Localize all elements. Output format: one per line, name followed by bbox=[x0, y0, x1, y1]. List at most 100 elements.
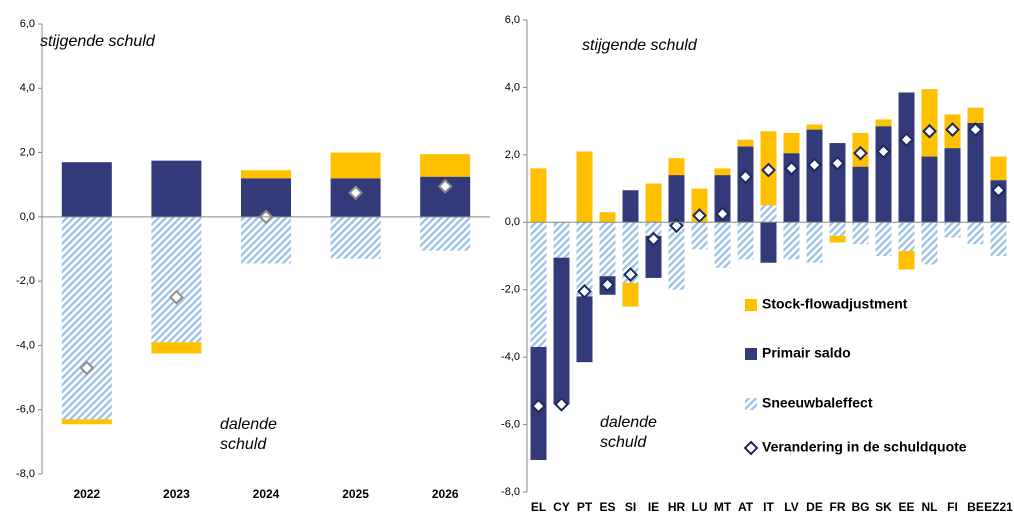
bar-segment bbox=[944, 148, 961, 223]
x-tick-label: IE bbox=[648, 500, 659, 514]
bar-segment bbox=[691, 222, 708, 250]
bar-segment bbox=[737, 139, 754, 147]
bar-segment bbox=[898, 222, 915, 251]
x-tick-label: SK bbox=[875, 500, 892, 514]
y-tick-label: 6,0 bbox=[505, 14, 520, 26]
legend-label: Stock-flowadjustment bbox=[762, 296, 908, 312]
diamond-marker bbox=[738, 169, 753, 185]
bar-segment bbox=[622, 190, 639, 223]
y-tick-label: -8,0 bbox=[16, 468, 35, 480]
diamond-marker bbox=[692, 208, 707, 223]
y-tick-label: -6,0 bbox=[16, 404, 35, 416]
bar-segment bbox=[599, 222, 616, 277]
bar-segment bbox=[875, 222, 892, 256]
diamond-marker bbox=[807, 157, 822, 173]
diamond-marker bbox=[437, 178, 453, 194]
bar-segment bbox=[61, 162, 112, 217]
bar-segment bbox=[622, 282, 639, 307]
x-tick-label: AT bbox=[738, 500, 754, 514]
y-tick-label: -4,0 bbox=[501, 351, 520, 363]
annotation: schuld bbox=[220, 436, 267, 453]
bar-segment bbox=[898, 250, 915, 270]
diamond-marker bbox=[968, 122, 983, 137]
x-tick-label: PT bbox=[577, 500, 593, 514]
y-tick-label: 0,0 bbox=[20, 211, 35, 223]
x-tick-label: LU bbox=[692, 500, 708, 514]
bar-segment bbox=[645, 183, 662, 223]
annotation: stijgende schuld bbox=[40, 33, 156, 50]
y-tick-label: 2,0 bbox=[505, 149, 520, 161]
diamond-marker bbox=[168, 289, 184, 305]
diamond-marker bbox=[830, 155, 845, 171]
bar-segment bbox=[806, 222, 823, 263]
legend-swatch bbox=[745, 299, 757, 311]
x-tick-label: BG bbox=[852, 500, 870, 514]
diamond-marker bbox=[577, 283, 592, 299]
bar-segment bbox=[921, 89, 938, 157]
y-tick-label: -2,0 bbox=[501, 284, 520, 296]
bar-segment bbox=[714, 222, 731, 268]
bar-segment bbox=[852, 166, 869, 223]
bar-segment bbox=[967, 107, 984, 123]
diamond-marker bbox=[784, 160, 799, 176]
y-tick-label: -4,0 bbox=[16, 339, 35, 351]
bar-segment bbox=[967, 122, 984, 223]
bar-segment bbox=[61, 419, 112, 425]
diamond-marker bbox=[646, 231, 661, 247]
bar-segment bbox=[576, 222, 593, 297]
x-tick-label: FR bbox=[830, 500, 846, 514]
legend-label: Sneeuwbaleffect bbox=[762, 395, 873, 411]
legend-swatch bbox=[745, 348, 757, 360]
diamond-marker bbox=[669, 218, 684, 234]
x-tick-label: EL bbox=[531, 500, 546, 514]
diamond-marker bbox=[922, 123, 937, 139]
annotation: stijgende schuld bbox=[582, 37, 698, 54]
y-tick-label: 6,0 bbox=[20, 18, 35, 30]
bar-segment bbox=[760, 222, 777, 263]
diamond-marker bbox=[991, 182, 1006, 198]
x-tick-label: 2025 bbox=[342, 487, 369, 501]
x-tick-label: EZ21 bbox=[984, 500, 1013, 514]
bar-segment bbox=[420, 154, 471, 177]
bar-segment bbox=[576, 296, 593, 363]
diamond-marker bbox=[715, 206, 730, 222]
y-tick-label: 4,0 bbox=[20, 82, 35, 94]
diamond-marker bbox=[600, 277, 615, 293]
diamond-marker bbox=[945, 122, 960, 137]
bar-segment bbox=[530, 168, 547, 223]
x-tick-label: BE bbox=[967, 500, 984, 514]
bar-segment bbox=[576, 151, 593, 223]
diamond-marker bbox=[899, 132, 914, 148]
bar-segment bbox=[668, 222, 685, 290]
bar-segment bbox=[829, 235, 846, 243]
bar-segment bbox=[990, 156, 1007, 181]
bar-segment bbox=[553, 222, 570, 258]
legend-marker bbox=[743, 440, 759, 456]
bar-segment bbox=[645, 235, 662, 278]
y-tick-label: -2,0 bbox=[16, 275, 35, 287]
x-tick-label: HR bbox=[668, 500, 686, 514]
bar-segment bbox=[599, 212, 616, 223]
x-tick-label: IT bbox=[763, 500, 774, 514]
diamond-marker bbox=[876, 144, 891, 159]
bar-segment bbox=[760, 205, 777, 223]
diamond-marker bbox=[761, 162, 776, 178]
y-tick-label: -8,0 bbox=[501, 486, 520, 498]
bar-segment bbox=[921, 222, 938, 265]
bar-segment bbox=[990, 222, 1007, 256]
diamond-marker bbox=[531, 398, 546, 414]
bar-segment bbox=[852, 222, 869, 245]
legend-swatch bbox=[745, 398, 757, 410]
y-tick-label: 0,0 bbox=[505, 216, 520, 228]
y-tick-label: 4,0 bbox=[505, 81, 520, 93]
x-tick-label: SI bbox=[625, 500, 636, 514]
bar-segment bbox=[829, 222, 846, 236]
bar-segment bbox=[898, 92, 915, 223]
x-tick-label: CY bbox=[553, 500, 570, 514]
bar-segment bbox=[783, 132, 800, 154]
bar-segment bbox=[806, 129, 823, 223]
diamond-marker bbox=[348, 185, 364, 201]
x-tick-label: MT bbox=[714, 500, 732, 514]
bar-segment bbox=[967, 222, 984, 245]
